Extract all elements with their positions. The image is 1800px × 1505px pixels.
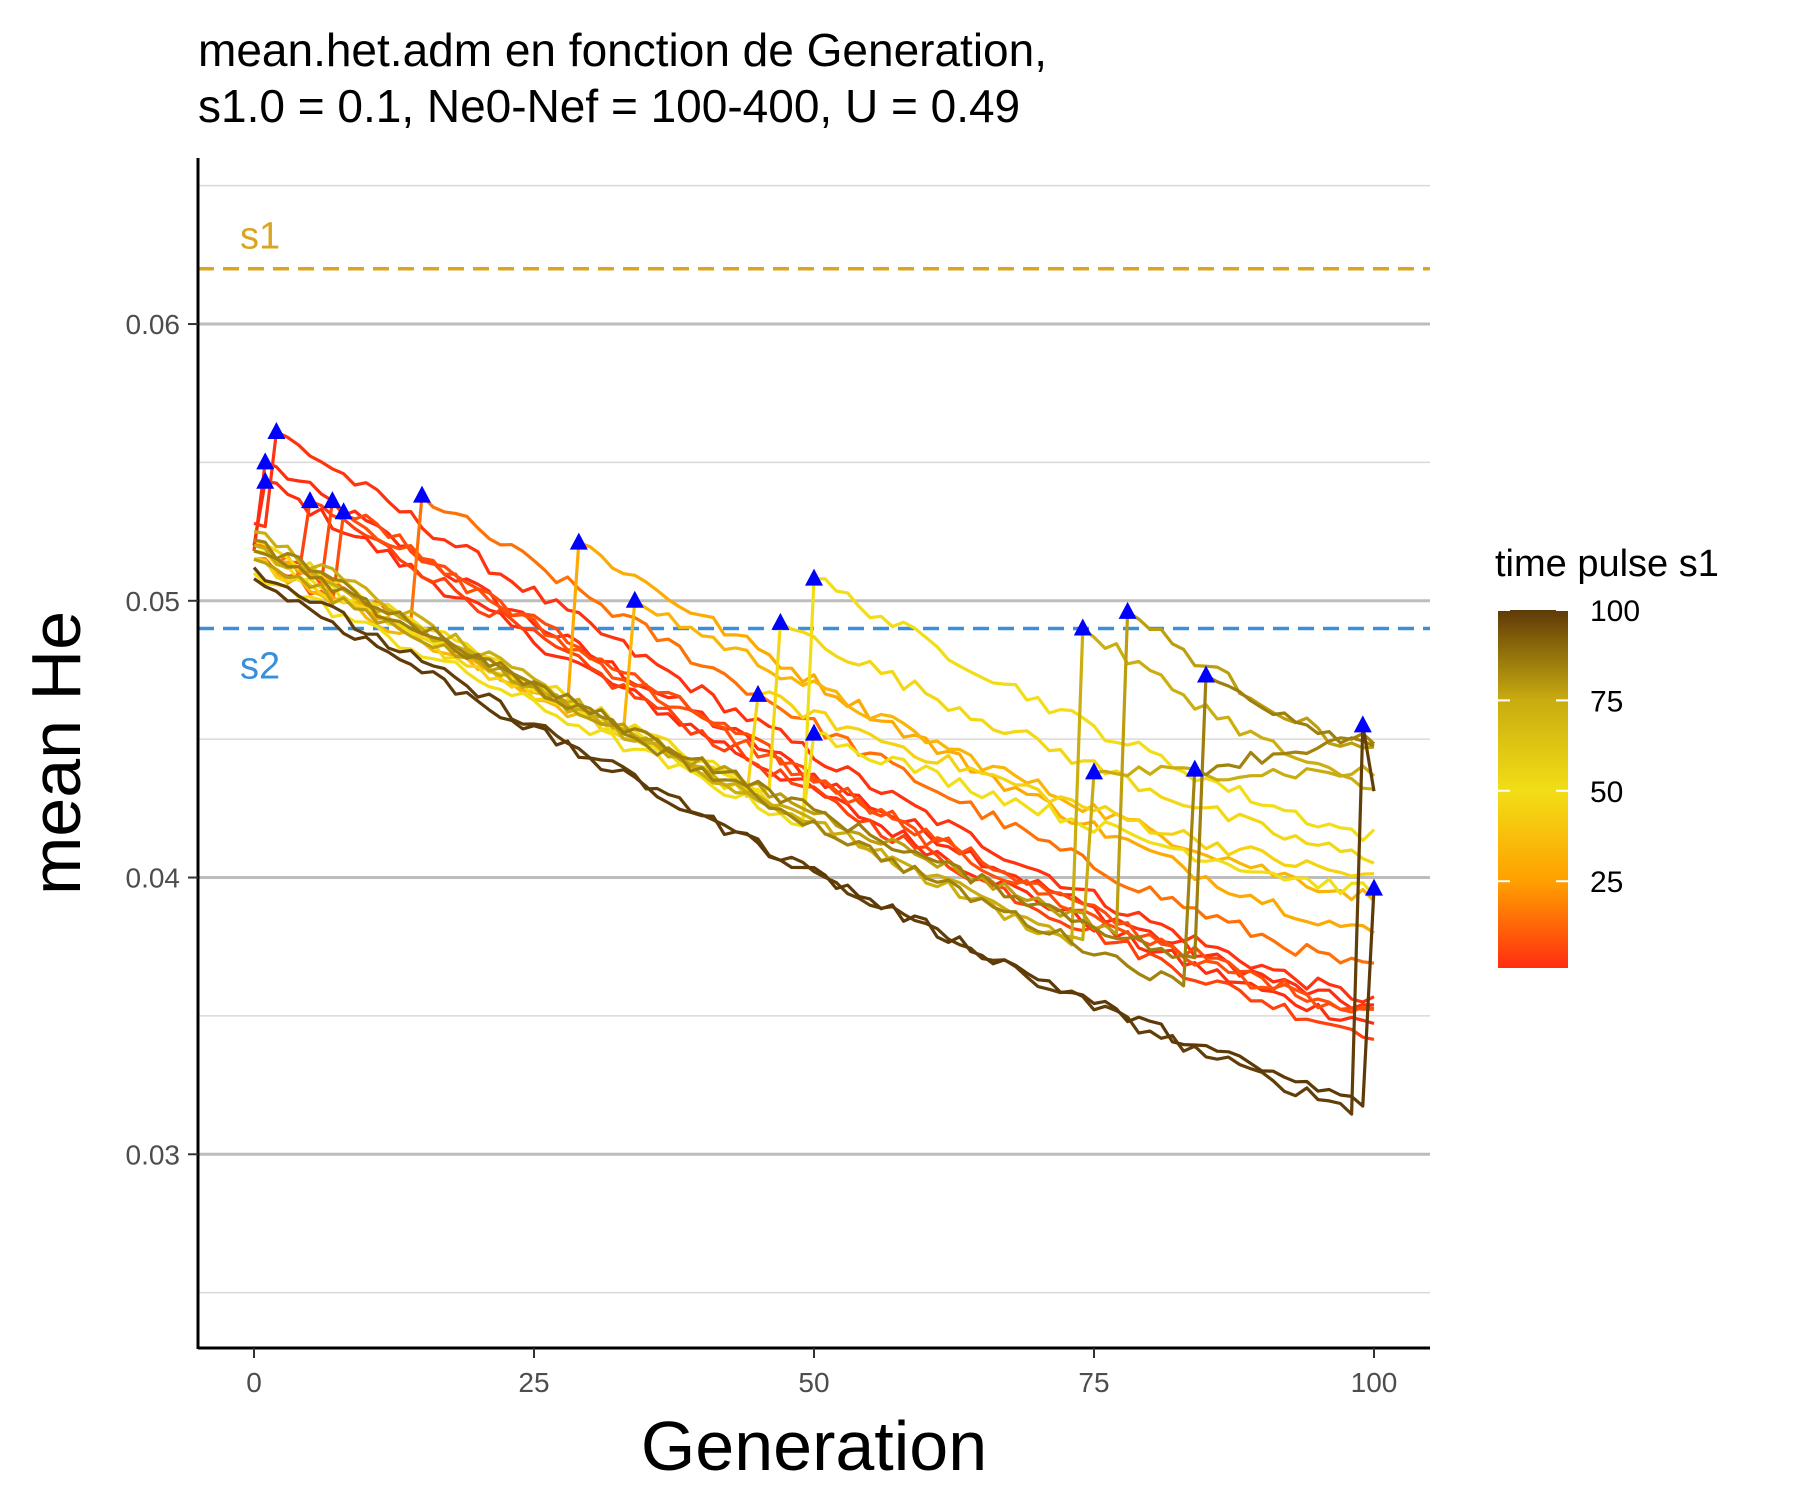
pulse-marker [749, 684, 767, 702]
pulse-marker [805, 568, 823, 586]
legend-tick-label: 100 [1590, 595, 1640, 628]
pulse-marker [301, 491, 319, 509]
pulse-marker [1073, 618, 1092, 636]
y-tick-label: 0.04 [126, 863, 181, 894]
x-axis-label: Generation [641, 1407, 987, 1485]
x-tick-label: 100 [1351, 1367, 1398, 1398]
reference-label-s1: s1 [240, 216, 280, 258]
series-line [253, 499, 1375, 1041]
series-line [253, 557, 1375, 878]
x-tick-label: 75 [1078, 1367, 1109, 1398]
y-tick-label: 0.05 [126, 586, 181, 617]
y-tick-label: 0.06 [126, 309, 181, 340]
y-tick-label: 0.03 [126, 1139, 181, 1170]
chart-title-line1: mean.het.adm en fonction de Generation, [198, 24, 1047, 76]
pulse-marker [334, 502, 353, 520]
marker-layer [256, 421, 1383, 896]
pulse-marker [1118, 601, 1137, 619]
x-tick-label: 0 [246, 1367, 262, 1398]
legend-tick-label: 50 [1590, 776, 1623, 809]
x-tick-label: 25 [518, 1367, 549, 1398]
legend-colorbar [1498, 610, 1568, 968]
pulse-marker [323, 491, 342, 509]
series-line [253, 538, 1375, 865]
pulse-marker [267, 421, 286, 439]
series-line [253, 557, 1375, 936]
y-ticks: 0.03 0.04 0.05 0.06 [126, 309, 198, 1170]
x-tick-label: 50 [798, 1367, 829, 1398]
pulse-marker [256, 452, 275, 470]
legend-tick-label: 75 [1590, 685, 1623, 718]
pulse-marker [569, 532, 588, 550]
series-line [253, 510, 1375, 1014]
legend-title: time pulse s1 [1495, 543, 1719, 585]
grid-layer [198, 184, 1430, 1294]
pulse-marker [413, 485, 431, 503]
x-ticks: 0 25 50 75 100 [246, 1348, 1397, 1398]
pulse-marker [805, 723, 823, 741]
chart-title-line2: s1.0 = 0.1, Ne0-Nef = 100-400, U = 0.49 [198, 80, 1020, 132]
series-line [253, 577, 1376, 1108]
pulse-marker [1185, 759, 1204, 777]
series-line [253, 538, 1376, 988]
pulse-marker [625, 590, 644, 608]
pulse-marker [1197, 665, 1215, 683]
y-axis-label: mean He [17, 611, 95, 895]
legend-tick-label: 25 [1590, 866, 1623, 899]
reference-label-s2: s2 [240, 645, 280, 687]
pulse-marker [771, 612, 790, 630]
pulse-marker [256, 471, 275, 489]
pulse-marker [1353, 715, 1372, 733]
series-layer [252, 430, 1376, 1116]
legend: time pulse s1 25 50 75 100 [1495, 543, 1719, 968]
pulse-marker [1085, 762, 1103, 780]
pulse-marker [1365, 878, 1383, 896]
series-line [253, 499, 1375, 1011]
series-line [252, 566, 1376, 1116]
series-line [253, 549, 1375, 960]
